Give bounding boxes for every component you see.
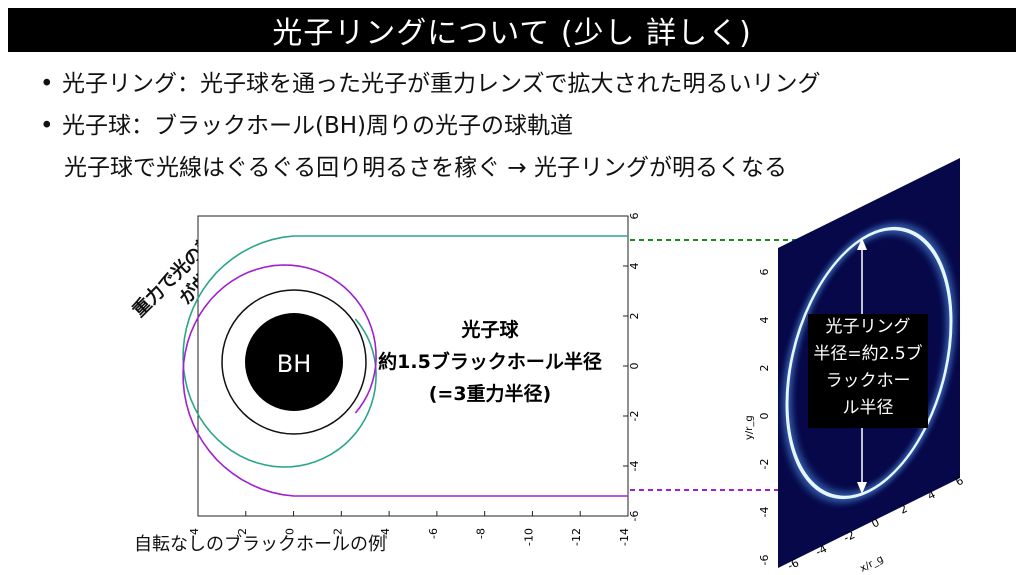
y-tick-label: 6 (628, 213, 641, 220)
y-tick-label: 0 (628, 363, 641, 370)
annotation-line-2: 約1.5ブラックホール半径 (378, 350, 602, 373)
bullet-text: 光子球：ブラックホール(BH)周りの光子の球軌道 (62, 113, 574, 139)
slide-title-bar: 光子リングについて (少し 詳しく) (8, 8, 1016, 52)
ring-radius-box: 光子リング 半径=約2.5ブ ラックホー ル半径 (808, 314, 928, 428)
annotation-line-3: (=3重力半径) (429, 382, 552, 405)
x-tick-label: -4 (379, 528, 392, 539)
ring-y-tick-label: -2 (758, 459, 771, 470)
ring-x-tick-label: -2 (841, 528, 857, 545)
ring-x-tick-label: 6 (953, 474, 965, 489)
curve-group (182, 235, 628, 497)
y-tick-label: 4 (628, 263, 641, 270)
ring-box-line-1: 光子リング (825, 317, 911, 337)
ring-y-tick-label: 6 (758, 269, 771, 276)
ring-x-tick-label: -6 (785, 556, 801, 573)
photon-sphere (221, 289, 367, 435)
ring-y-tick-label: 2 (758, 365, 771, 372)
x-tick-label: -2 (331, 528, 344, 539)
slide-title: 光子リングについて (少し 詳しく) (272, 16, 752, 51)
x-tick-label: -12 (570, 528, 583, 546)
footer-caption: 自転なしのブラックホールの例 (134, 534, 386, 555)
x-tick-label: -6 (427, 528, 440, 539)
ring-y-axis-label: y/r_g (744, 415, 755, 440)
ring-y-tick-label: -6 (758, 555, 771, 566)
light-path-2 (182, 264, 628, 497)
bullet-text: 光子リング：光子球を通った光子が重力レンズで拡大された明るいリング (62, 71, 821, 97)
x-tick-label: 0 (284, 528, 297, 535)
bh-label: BH (277, 350, 312, 378)
x-tick-label: -14 (618, 528, 631, 546)
tick-group: 4 2 0 -2 -4 -6 -8 -10 -12 -14 6 4 2 0 -2 -4 -6 (188, 213, 641, 546)
bullet-marker: • (40, 113, 54, 139)
ring-box-line-4: ル半径 (842, 398, 894, 418)
x-tick-label: 4 (188, 528, 201, 535)
ring-x-tick-label: -4 (813, 542, 829, 559)
light-path-1 (182, 235, 628, 468)
x-tick-label: 2 (236, 528, 249, 535)
y-tick-label: -6 (628, 511, 641, 522)
ring-x-tick-label: 0 (869, 516, 881, 531)
bullet-marker: • (40, 71, 54, 97)
arrow-head-down (857, 482, 867, 494)
ring-y-tick-label: 0 (758, 413, 771, 420)
bullet-photon-sphere: • 光子球：ブラックホール(BH)周りの光子の球軌道 (40, 106, 573, 140)
ring-box-line-2: 半径=約2.5ブ (813, 344, 923, 364)
y-tick-label: 2 (628, 313, 641, 320)
y-tick-label: -2 (628, 411, 641, 422)
sub-line: 光子球で光線はぐるぐる回り明るさを稼ぐ → 光子リングが明るくなる (64, 155, 787, 181)
photon-ring (785, 226, 953, 500)
annotation-line-1: 光子球 (460, 318, 519, 341)
ring-x-tick-label: 4 (925, 488, 937, 503)
ring-y-tick-label: 4 (758, 317, 771, 324)
ring-y-tick-label: -4 (758, 507, 771, 518)
x-tick-label: -10 (522, 528, 535, 546)
x-tick-label: -8 (475, 528, 488, 539)
arrow-head-up (857, 238, 867, 250)
ring-x-axis-label: x/r_g (858, 554, 885, 575)
ring-box-line-3: ラックホー (825, 371, 911, 391)
ring-x-tick-label: 2 (897, 502, 909, 517)
y-tick-label: -4 (628, 461, 641, 472)
black-hole (245, 313, 343, 411)
bullet-photon-ring: • 光子リング：光子球を通った光子が重力レンズで拡大された明るいリング (40, 64, 821, 98)
